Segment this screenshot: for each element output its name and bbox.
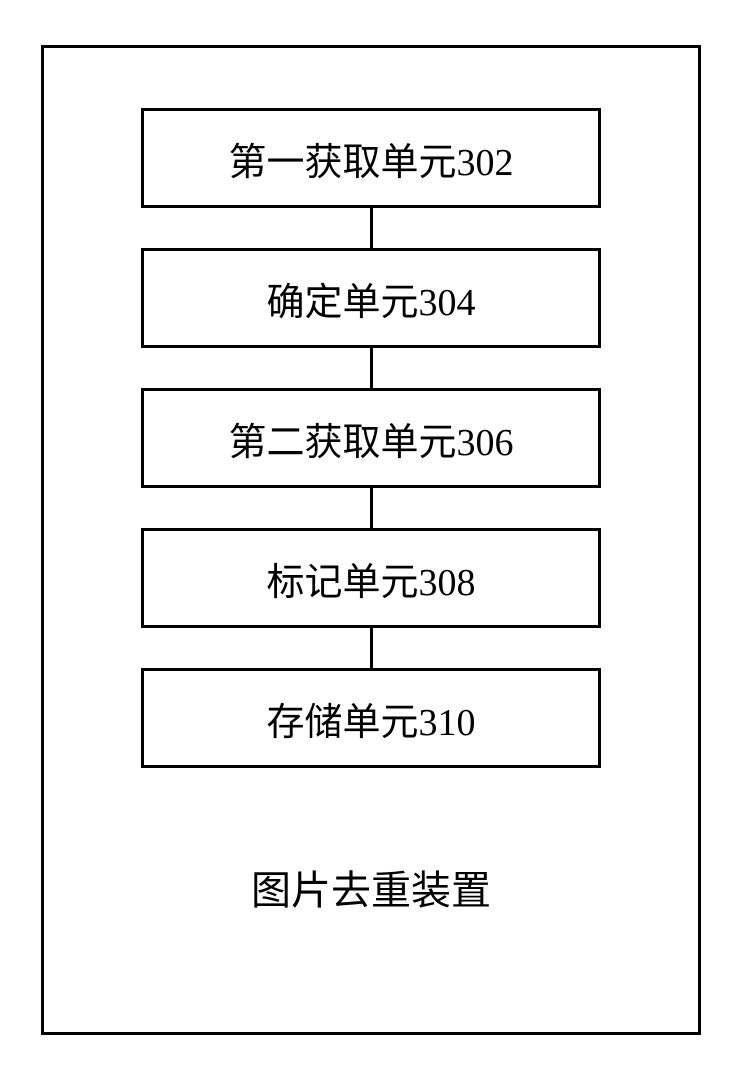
connector <box>370 628 373 668</box>
connector <box>370 348 373 388</box>
node-label: 第一获取单元302 <box>228 131 513 186</box>
node-box: 第二获取单元306 <box>141 388 601 488</box>
node-box: 确定单元304 <box>141 248 601 348</box>
node-label: 确定单元304 <box>266 271 475 326</box>
node-label: 第二获取单元306 <box>228 411 513 466</box>
node-box: 标记单元308 <box>141 528 601 628</box>
node-box: 第一获取单元302 <box>141 108 601 208</box>
diagram-caption: 图片去重装置 <box>251 858 491 916</box>
node-label: 标记单元308 <box>266 551 475 606</box>
connector <box>370 488 373 528</box>
node-box: 存储单元310 <box>141 668 601 768</box>
diagram-frame: 第一获取单元302 确定单元304 第二获取单元306 标记单元308 存储单元… <box>41 45 701 1035</box>
node-label: 存储单元310 <box>266 691 475 746</box>
connector <box>370 208 373 248</box>
